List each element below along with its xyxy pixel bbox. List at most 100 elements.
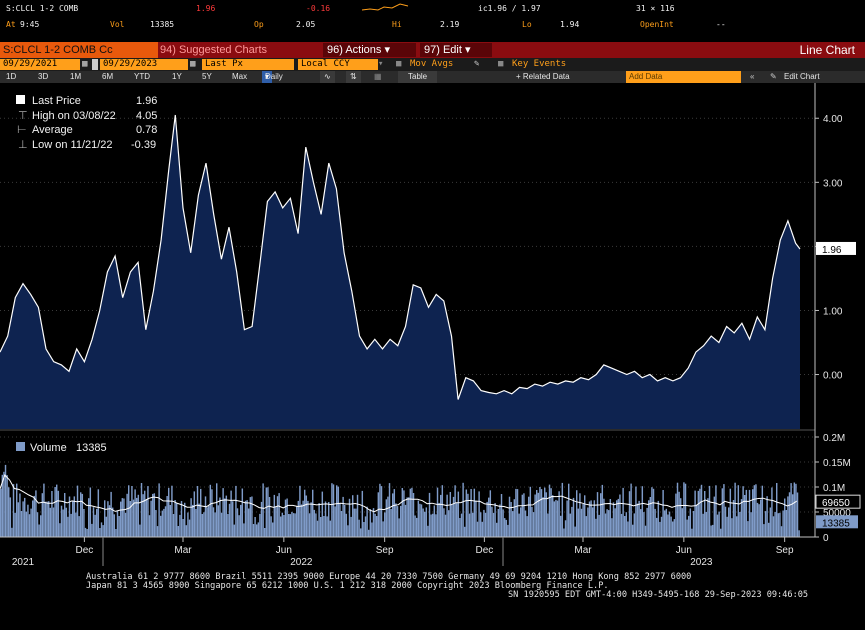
chart-type-icon[interactable]: ∿ bbox=[320, 71, 335, 83]
volume-bar bbox=[3, 471, 5, 537]
range-1y[interactable]: 1Y bbox=[172, 72, 182, 81]
legend-high-value: 4.05 bbox=[136, 110, 157, 122]
volume-bar bbox=[526, 516, 528, 537]
volume-bar bbox=[467, 493, 469, 537]
volume-bar bbox=[116, 510, 119, 537]
x-axis: Dec Mar Jun Sep Dec Mar Jun Sep 2021 2022 2023 bbox=[12, 537, 794, 566]
pencil-icon[interactable]: ✎ bbox=[770, 72, 777, 81]
volume-bar bbox=[480, 512, 482, 537]
end-date-field[interactable]: 09/29/2023 bbox=[100, 59, 188, 70]
volume-bar bbox=[750, 512, 752, 537]
volume-bar bbox=[62, 509, 64, 537]
volume-bar bbox=[224, 498, 226, 537]
edit-label: 97) Edit bbox=[424, 44, 462, 56]
volume-bar bbox=[769, 507, 772, 537]
volume-bar bbox=[353, 508, 356, 537]
volume-bar bbox=[675, 493, 677, 537]
range-6m[interactable]: 6M bbox=[102, 72, 114, 81]
price-tick-label: 3.00 bbox=[823, 178, 843, 189]
volume-bar bbox=[256, 524, 258, 537]
volume-bar bbox=[684, 483, 687, 537]
volume-bar bbox=[96, 508, 98, 537]
x-year-label: 2022 bbox=[290, 557, 313, 566]
volume-bar bbox=[134, 489, 136, 537]
actions-menu[interactable]: 96) Actions ▾ bbox=[323, 43, 416, 57]
volume-bar bbox=[747, 521, 749, 537]
volume-bar bbox=[654, 508, 656, 537]
pencil-icon[interactable]: ✎ bbox=[474, 59, 480, 69]
mov-avgs-toggle[interactable]: Mov Avgs bbox=[410, 59, 454, 69]
volume-bar bbox=[188, 519, 191, 537]
suggested-charts-button[interactable]: 94) Suggested Charts bbox=[160, 44, 268, 56]
dropdown-icon[interactable]: ▾ bbox=[378, 59, 384, 69]
volume-bar bbox=[540, 489, 543, 537]
volume-bar bbox=[336, 485, 338, 537]
range-3d[interactable]: 3D bbox=[38, 72, 49, 81]
edit-menu[interactable]: 97) Edit ▾ bbox=[420, 43, 492, 57]
volume-bar bbox=[257, 522, 260, 537]
range-1m[interactable]: 1M bbox=[70, 72, 82, 81]
high-marker-icon: ⊤ bbox=[18, 110, 28, 122]
volume-bar bbox=[268, 497, 271, 537]
volume-bar bbox=[211, 489, 213, 537]
volume-bar bbox=[209, 484, 212, 537]
volume-bar bbox=[446, 494, 448, 537]
volume-bar bbox=[763, 524, 765, 537]
range-5y[interactable]: 5Y bbox=[202, 72, 212, 81]
volume-bar bbox=[150, 500, 152, 537]
volume-bar bbox=[164, 506, 167, 537]
volume-bar bbox=[680, 498, 682, 537]
volume-bar bbox=[203, 512, 205, 537]
volume-bar bbox=[288, 513, 290, 537]
range-ytd[interactable]: YTD bbox=[134, 72, 150, 81]
volume-bar bbox=[702, 513, 704, 537]
volume-bar bbox=[291, 511, 293, 537]
volume-bar bbox=[406, 497, 408, 537]
start-date-field[interactable]: 09/29/2021 bbox=[0, 59, 80, 70]
volume-bar bbox=[376, 516, 378, 537]
volume-bar bbox=[174, 500, 176, 537]
volume-bar bbox=[254, 517, 256, 537]
volume-bar bbox=[572, 497, 575, 537]
volume-bar bbox=[668, 511, 671, 537]
grid-icon[interactable]: ▦ bbox=[374, 72, 382, 81]
scale-icon[interactable]: ⇅ bbox=[346, 71, 361, 83]
key-events-toggle[interactable]: Key Events bbox=[512, 59, 567, 69]
volume-bar bbox=[688, 515, 690, 537]
volume-bar bbox=[644, 525, 647, 537]
range-1d[interactable]: 1D bbox=[6, 72, 17, 81]
volume-bar bbox=[603, 498, 605, 537]
range-max[interactable]: Max bbox=[232, 72, 248, 81]
volume-bar bbox=[208, 505, 210, 537]
volume-bar bbox=[372, 508, 375, 537]
table-button[interactable]: Table bbox=[398, 71, 438, 83]
edit-chart-button[interactable]: Edit Chart bbox=[784, 72, 820, 81]
caret-down-icon: ▾ bbox=[384, 44, 391, 56]
frequency-selector[interactable]: Daily ▾ bbox=[262, 71, 283, 83]
checkbox-icon[interactable]: ■ bbox=[498, 59, 504, 69]
checkbox-icon[interactable]: ■ bbox=[396, 59, 402, 69]
currency-selector[interactable]: Local CCY bbox=[298, 59, 378, 70]
volume-bar bbox=[27, 504, 29, 537]
volume-ma-tag: 69650 bbox=[815, 494, 861, 509]
volume-bar bbox=[768, 522, 770, 537]
volume-bar bbox=[25, 511, 28, 537]
volume-bar bbox=[635, 486, 637, 537]
field-selector[interactable]: Last Px bbox=[202, 59, 294, 70]
security-field[interactable]: S:CLCL 1-2 COMB Cc bbox=[0, 42, 158, 58]
volume-bar bbox=[732, 500, 735, 537]
volume-bar bbox=[502, 509, 504, 537]
calendar-icon[interactable]: ▦ bbox=[82, 59, 88, 69]
volume-bar bbox=[345, 513, 348, 537]
volume-bar bbox=[139, 524, 141, 537]
volume-bar bbox=[249, 497, 252, 537]
collapse-icon[interactable]: « bbox=[750, 72, 755, 81]
volume-bar bbox=[731, 518, 733, 537]
add-data-field[interactable]: Add Data bbox=[626, 71, 741, 83]
volume-bar bbox=[97, 489, 100, 537]
volume-bar bbox=[158, 483, 160, 537]
volume-bar bbox=[321, 491, 324, 537]
calendar-icon[interactable]: ▦ bbox=[190, 59, 196, 69]
change-abs: -0.16 bbox=[306, 4, 331, 13]
related-data-button[interactable]: + Related Data bbox=[516, 72, 570, 81]
